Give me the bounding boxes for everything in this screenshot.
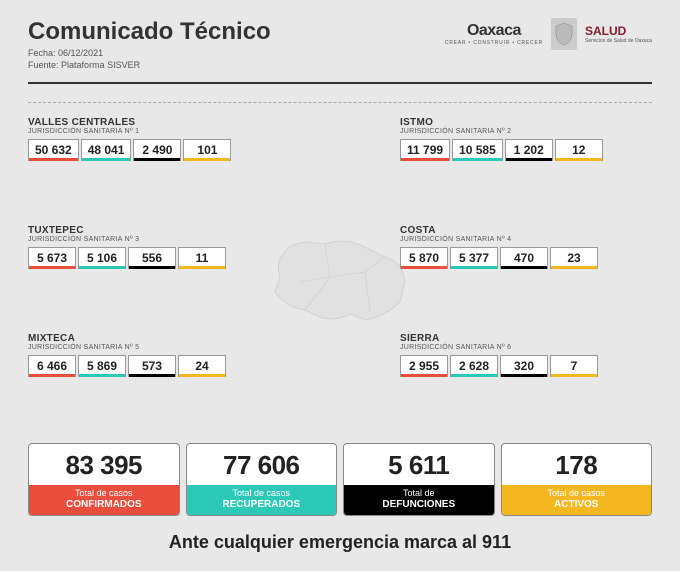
divider-dashed [28, 102, 652, 103]
region-jurisdiction: JURISDICCIÓN SANITARIA Nº 4 [400, 236, 640, 243]
region-active: 23 [550, 247, 598, 269]
region-jurisdiction: JURISDICCIÓN SANITARIA Nº 3 [28, 236, 268, 243]
region-deaths: 2 490 [133, 139, 181, 161]
region-name: COSTA [400, 225, 640, 236]
region-recovered: 2 628 [450, 355, 498, 377]
region-recovered: 5 869 [78, 355, 126, 377]
region-name: MIXTECA [28, 333, 268, 344]
region-block: MIXTECAJURISDICCIÓN SANITARIA Nº 56 4665… [28, 333, 268, 377]
region-name: VALLES CENTRALES [28, 117, 268, 128]
region-deaths: 556 [128, 247, 176, 269]
total-confirmed: 83 395 Total de casos CONFIRMADOS [28, 443, 180, 516]
region-confirmed: 5 673 [28, 247, 76, 269]
region-active: 11 [178, 247, 226, 269]
region-active: 7 [550, 355, 598, 377]
footer-message: Ante cualquier emergencia marca al 911 [0, 526, 680, 559]
region-cells: 2 9552 6283207 [400, 355, 640, 377]
oaxaca-logo: Oaxaca CREAR • CONSTRUIR • CRECER [445, 22, 543, 46]
region-name: TUXTEPEC [28, 225, 268, 236]
region-cells: 6 4665 86957324 [28, 355, 268, 377]
region-cells: 5 6735 10655611 [28, 247, 268, 269]
page-title: Comunicado Técnico [28, 18, 271, 46]
totals-row: 83 395 Total de casos CONFIRMADOS 77 606… [0, 437, 680, 526]
region-deaths: 320 [500, 355, 548, 377]
region-confirmed: 50 632 [28, 139, 79, 161]
region-confirmed: 5 870 [400, 247, 448, 269]
region-name: SIERRA [400, 333, 640, 344]
total-recovered-label: Total de casos RECUPERADOS [187, 485, 337, 515]
region-block: ISTMOJURISDICCIÓN SANITARIA Nº 2 11 79910… [400, 117, 640, 161]
region-cells: 5 8705 37747023 [400, 247, 640, 269]
region-confirmed: 11 799 [400, 139, 450, 161]
region-jurisdiction: JURISDICCIÓN SANITARIA Nº 2 [400, 128, 640, 135]
total-deaths: 5 611 Total de DEFUNCIONES [343, 443, 495, 516]
region-block: SIERRAJURISDICCIÓN SANITARIA Nº 6 2 9552 … [400, 333, 640, 377]
region-jurisdiction: JURISDICCIÓN SANITARIA Nº 6 [400, 344, 640, 351]
region-recovered: 5 377 [450, 247, 498, 269]
region-jurisdiction: JURISDICCIÓN SANITARIA Nº 1 [28, 128, 268, 135]
region-deaths: 1 202 [505, 139, 553, 161]
date-line: Fecha: 06/12/2021 [28, 48, 271, 58]
escudo-icon [551, 18, 577, 50]
region-confirmed: 6 466 [28, 355, 76, 377]
region-name: ISTMO [400, 117, 640, 128]
total-active-value: 178 [502, 444, 652, 485]
header: Comunicado Técnico Fecha: 06/12/2021 Fue… [0, 0, 680, 78]
divider-solid [28, 82, 652, 84]
region-active: 24 [178, 355, 226, 377]
region-recovered: 48 041 [81, 139, 132, 161]
oaxaca-map-icon [265, 222, 415, 332]
source-line: Fuente: Plataforma SISVER [28, 60, 271, 70]
total-active: 178 Total de casos ACTIVOS [501, 443, 653, 516]
region-recovered: 5 106 [78, 247, 126, 269]
header-left: Comunicado Técnico Fecha: 06/12/2021 Fue… [28, 18, 271, 70]
region-recovered: 10 585 [452, 139, 503, 161]
total-deaths-label: Total de DEFUNCIONES [344, 485, 494, 515]
region-active: 101 [183, 139, 231, 161]
region-block: TUXTEPECJURISDICCIÓN SANITARIA Nº 3 5 673… [28, 225, 268, 269]
region-block: VALLES CENTRALESJURISDICCIÓN SANITARIA N… [28, 117, 268, 161]
total-confirmed-value: 83 395 [29, 444, 179, 485]
total-active-label: Total de casos ACTIVOS [502, 485, 652, 515]
region-deaths: 470 [500, 247, 548, 269]
total-recovered-value: 77 606 [187, 444, 337, 485]
region-deaths: 573 [128, 355, 176, 377]
total-recovered: 77 606 Total de casos RECUPERADOS [186, 443, 338, 516]
region-jurisdiction: JURISDICCIÓN SANITARIA Nº 5 [28, 344, 268, 351]
region-block: COSTAJURISDICCIÓN SANITARIA Nº 4 5 8705 3… [400, 225, 640, 269]
salud-logo: SALUD Servicios de Salud de Oaxaca [585, 24, 652, 44]
region-active: 12 [555, 139, 603, 161]
total-deaths-value: 5 611 [344, 444, 494, 485]
regions-container: VALLES CENTRALESJURISDICCIÓN SANITARIA N… [0, 117, 680, 437]
region-confirmed: 2 955 [400, 355, 448, 377]
region-cells: 50 63248 0412 490101 [28, 139, 268, 161]
total-confirmed-label: Total de casos CONFIRMADOS [29, 485, 179, 515]
header-logos: Oaxaca CREAR • CONSTRUIR • CRECER SALUD … [445, 18, 652, 50]
region-cells: 11 79910 5851 20212 [400, 139, 640, 161]
